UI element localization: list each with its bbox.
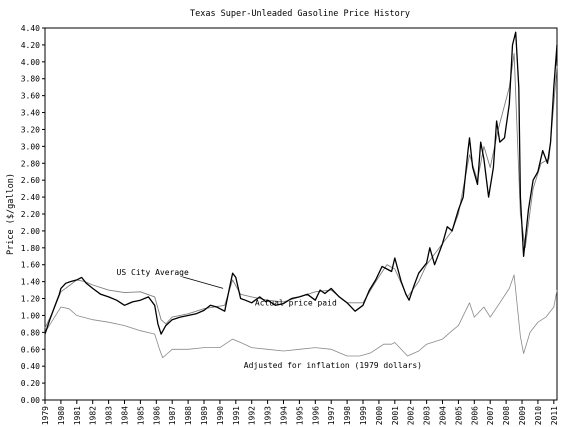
annotation-leader-line (182, 276, 224, 289)
x-tick-label: 1981 (73, 406, 82, 425)
x-tick-label: 1985 (136, 406, 145, 425)
x-tick-label: 1980 (57, 406, 66, 425)
x-tick-label: 1982 (89, 406, 98, 425)
chart-title: Texas Super-Unleaded Gasoline Price Hist… (190, 9, 410, 19)
x-tick-label: 2011 (550, 406, 559, 425)
y-tick-label: 3.60 (21, 92, 40, 101)
annotation-label: Actual price paid (255, 298, 337, 307)
plot-area-frame (44, 27, 558, 401)
y-tick-label: 1.00 (21, 311, 40, 320)
y-tick-label: 0.60 (21, 345, 40, 354)
x-tick-label: 1994 (280, 406, 289, 425)
x-tick-label: 1991 (232, 406, 241, 425)
x-tick-label: 2001 (391, 406, 400, 425)
y-tick-label: 4.20 (21, 41, 40, 50)
series-line-adjusted-for-inflation-1979-dollars (44, 274, 558, 359)
annotation-label: US City Average (117, 268, 189, 277)
y-tick-label: 2.00 (21, 227, 40, 236)
x-tick-label: 1989 (200, 406, 209, 425)
annotation-label: Adjusted for inflation (1979 dollars) (244, 361, 422, 370)
x-tick-label: 1996 (311, 406, 320, 425)
x-tick-label: 2002 (407, 406, 416, 425)
x-tick-label: 2004 (439, 406, 448, 425)
annotation-layer: US City Average Actual price paid Adjusted… (117, 268, 422, 370)
x-tick-label: 2010 (534, 406, 543, 425)
x-tick-label: 1984 (121, 406, 130, 425)
x-tick-label: 1998 (343, 406, 352, 425)
y-tick-label: 1.20 (21, 295, 40, 304)
x-tick-label: 1988 (184, 406, 193, 425)
y-tick-label: 2.40 (21, 193, 40, 202)
y-tick-label: 4.00 (21, 58, 40, 67)
y-axis-label: Price ($/gallon) (6, 173, 16, 255)
x-tick-label: 2008 (502, 406, 511, 425)
x-tick-label: 1999 (359, 406, 368, 425)
y-tick-label: 2.80 (21, 159, 40, 168)
x-tick-label: 1997 (327, 406, 336, 425)
y-tick-label: 0.20 (21, 379, 40, 388)
y-tick-label: 1.80 (21, 244, 40, 253)
y-tick-label: 2.60 (21, 176, 40, 185)
series-line-us-city-average (44, 52, 558, 329)
series-layer (44, 31, 558, 359)
x-tick-label: 1992 (248, 406, 257, 425)
x-tick-label: 2000 (375, 406, 384, 425)
x-tick-label: 1979 (41, 406, 50, 425)
x-axis: 1979 1980 1981 1982 1983 1984 1985 1986 1987 1988… (41, 400, 559, 425)
y-tick-label: 4.40 (21, 24, 40, 33)
x-tick-label: 1987 (168, 406, 177, 425)
x-tick-label: 2007 (486, 406, 495, 425)
x-tick-label: 2009 (518, 406, 527, 425)
y-tick-label: 3.00 (21, 142, 40, 151)
y-axis: 0.00 0.20 0.40 0.60 0.80 1.00 1.20 1.40 1.60 1.80… (21, 24, 45, 405)
y-tick-label: 3.20 (21, 125, 40, 134)
y-tick-label: 3.40 (21, 109, 40, 118)
y-tick-label: 1.60 (21, 261, 40, 270)
y-tick-label: 0.00 (21, 396, 40, 405)
y-tick-label: 0.80 (21, 328, 40, 337)
x-tick-label: 2006 (470, 406, 479, 425)
x-tick-label: 1986 (152, 406, 161, 425)
x-tick-label: 1993 (264, 406, 273, 425)
x-tick-label: 2003 (423, 406, 432, 425)
series-line-actual-price-paid (44, 31, 558, 335)
x-tick-label: 2005 (454, 406, 463, 425)
x-tick-label: 1983 (105, 406, 114, 425)
y-tick-label: 3.80 (21, 75, 40, 84)
x-tick-label: 1990 (216, 406, 225, 425)
y-tick-label: 0.40 (21, 362, 40, 371)
x-tick-label: 1995 (295, 406, 304, 425)
y-tick-label: 1.40 (21, 278, 40, 287)
y-tick-label: 2.20 (21, 210, 40, 219)
